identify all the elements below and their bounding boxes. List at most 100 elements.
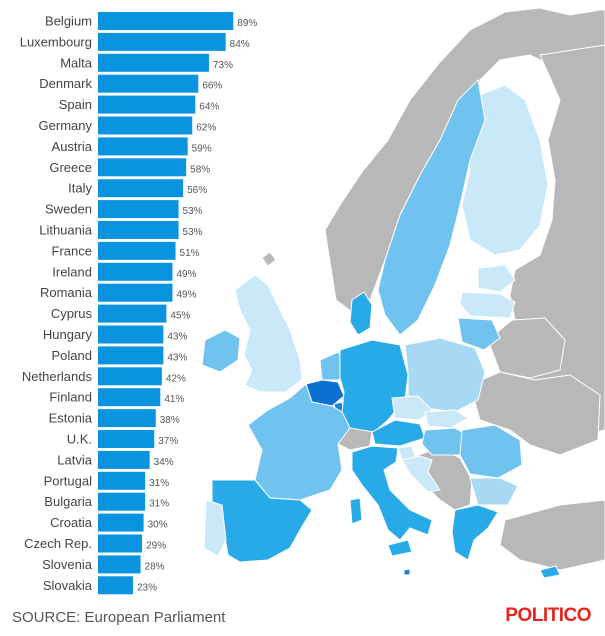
category-label-4: Spain [59, 97, 92, 112]
category-label-27: Slovakia [43, 578, 93, 593]
portugal-shape [203, 499, 227, 557]
bar-2 [98, 53, 209, 72]
category-label-18: Finland [49, 390, 92, 405]
bar-18 [98, 388, 161, 407]
value-label-16: 43% [167, 352, 187, 363]
category-label-0: Belgium [45, 14, 92, 29]
finland-shape [461, 84, 549, 256]
bar-15 [98, 325, 164, 344]
turkey-shape [499, 499, 605, 571]
bar-16 [98, 346, 164, 365]
category-label-11: France [52, 243, 92, 258]
bar-0 [98, 12, 234, 30]
bar-20 [98, 430, 155, 448]
bar-8 [98, 179, 184, 198]
poland-shape [404, 337, 486, 413]
politico-logo[interactable]: POLITICO [505, 605, 591, 626]
category-label-24: Croatia [50, 515, 93, 530]
bar-14 [98, 304, 167, 323]
value-label-9: 53% [183, 206, 203, 217]
value-label-20: 37% [158, 436, 178, 447]
bar-6 [98, 137, 188, 156]
category-label-13: Romania [40, 285, 93, 300]
value-label-3: 66% [202, 81, 222, 92]
sardinia-shape [349, 497, 363, 525]
bar-7 [98, 158, 187, 177]
value-label-18: 41% [164, 394, 184, 405]
category-label-17: Netherlands [22, 369, 93, 384]
ukraine-shape [469, 371, 601, 456]
value-label-0: 89% [237, 18, 257, 29]
sicily-shape [387, 539, 413, 557]
value-label-17: 42% [166, 373, 186, 384]
romania-shape [459, 424, 523, 479]
category-label-16: Poland [52, 348, 92, 363]
value-label-22: 31% [149, 478, 169, 489]
bar-27 [98, 576, 133, 595]
bar-1 [98, 32, 226, 51]
bar-4 [98, 95, 196, 114]
category-label-6: Austria [52, 139, 93, 154]
category-label-3: Denmark [39, 76, 92, 91]
category-label-15: Hungary [43, 327, 93, 342]
value-label-4: 64% [199, 102, 219, 113]
category-label-9: Sweden [45, 202, 92, 217]
bar-22 [98, 471, 146, 490]
bar-19 [98, 409, 156, 428]
uk-shape [234, 274, 303, 393]
italy-shape [351, 445, 433, 541]
value-label-27: 23% [137, 582, 157, 593]
estonia-shape [477, 264, 516, 293]
bar-24 [98, 513, 144, 532]
value-label-10: 53% [183, 227, 203, 238]
category-label-12: Ireland [52, 264, 92, 279]
value-label-11: 51% [180, 248, 200, 259]
value-label-14: 45% [170, 311, 190, 322]
bar-12 [98, 262, 173, 281]
value-label-13: 49% [176, 290, 196, 301]
value-label-21: 34% [154, 457, 174, 468]
value-label-6: 59% [192, 143, 212, 154]
france-shape [247, 383, 351, 501]
bar-23 [98, 492, 146, 511]
value-label-8: 56% [187, 185, 207, 196]
category-label-5: Germany [39, 118, 93, 133]
bar-25 [98, 534, 143, 553]
category-label-20: U.K. [67, 432, 92, 447]
value-label-19: 38% [160, 415, 180, 426]
category-label-26: Slovenia [42, 557, 93, 572]
bar-26 [98, 555, 141, 574]
ireland-shape [201, 329, 241, 373]
bar-9 [98, 200, 179, 219]
category-label-2: Malta [60, 55, 93, 70]
source-note: SOURCE: European Parliament [12, 609, 226, 626]
croatia-shape [401, 455, 441, 493]
slovakia-shape [424, 409, 469, 429]
iceland-faroe-shape [261, 251, 277, 267]
value-label-1: 84% [230, 39, 250, 50]
category-label-1: Luxembourg [20, 34, 92, 49]
eu-region [201, 78, 561, 579]
value-label-26: 28% [145, 561, 165, 572]
value-label-7: 58% [190, 164, 210, 175]
category-label-21: Latvia [57, 452, 92, 467]
category-label-25: Czech Rep. [24, 536, 92, 551]
bar-13 [98, 283, 173, 302]
category-label-10: Lithuania [39, 223, 93, 238]
value-label-24: 30% [148, 520, 168, 531]
malta-shape [403, 568, 411, 576]
germany-shape [339, 339, 409, 433]
bar-11 [98, 241, 176, 260]
value-label-25: 29% [146, 541, 166, 552]
greece-shape [451, 504, 499, 561]
category-label-14: Cyprus [51, 306, 93, 321]
bar-17 [98, 367, 162, 386]
denmark-shape [349, 291, 373, 336]
value-label-2: 73% [213, 60, 233, 71]
bar-3 [98, 74, 199, 93]
latvia-shape [459, 291, 516, 319]
bar-10 [98, 221, 179, 239]
value-label-12: 49% [176, 269, 196, 280]
